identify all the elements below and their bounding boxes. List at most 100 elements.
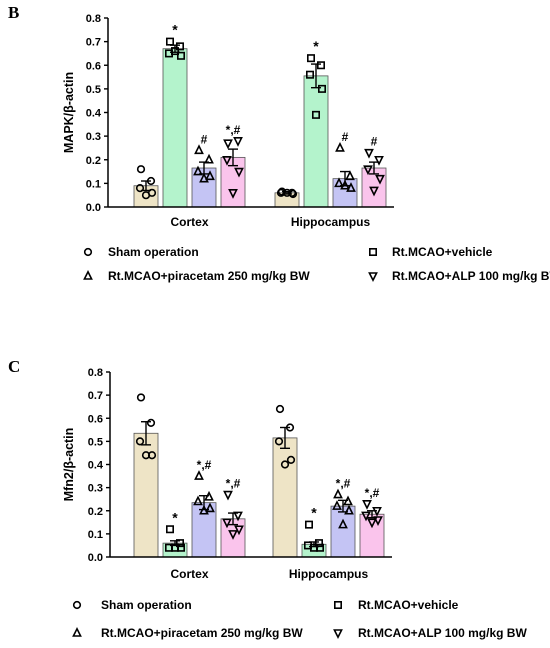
data-point-circle-marker [286,455,296,464]
data-point-triangle-up-marker [340,179,350,190]
data-point-square-marker [171,47,180,56]
data-point-triangle-up-marker [335,141,345,152]
data-point-triangle-up-marker [205,502,215,513]
data-point-square-marker [309,543,318,552]
data-point-square-marker [306,54,315,63]
data-point-triangle-down-marker [361,511,371,522]
legend-marker-circle [83,247,93,257]
data-point-triangle-up-marker [193,165,203,176]
y-tick-label: 0.1 [88,529,103,541]
data-point-triangle-down-marker [373,516,383,526]
y-tick-label: 0.2 [86,155,101,167]
legend-label: Rt.MCAO+piracetam 250 mg/kg BW [101,626,303,640]
data-point-triangle-down-marker [367,518,377,529]
y-tick-label: 0.7 [86,37,101,49]
chart-panel-C: C 0.0 0.1 0.2 0.3 0.4 0.5 0.6 0.7 0.8 Mfn2/β-actin… [8,357,527,640]
y-tick-label: 0.8 [88,367,103,379]
data-point-square-marker [317,84,326,93]
data-point-triangle-up-marker [199,504,209,515]
y-tick-label: 0.5 [88,436,103,448]
data-point-square-marker [304,520,313,529]
data-point-square-marker [305,70,314,79]
data-point-triangle-up-marker [204,490,214,501]
y-tick-label: 0.4 [86,108,102,120]
data-point-triangle-down-marker [362,500,372,510]
legend-label: Rt.MCAO+piracetam 250 mg/kg BW [108,269,310,283]
bar-triangle-up [330,505,356,558]
x-category-label: Hippocampus [291,215,371,229]
data-point-triangle-down-marker [222,518,232,529]
data-point-triangle-up-marker [346,182,356,192]
legend-marker-triangle-down [368,272,378,282]
data-point-circle-marker [146,176,156,186]
y-axis-label: MAPK/β-actin [62,72,76,153]
data-point-square-marker [176,42,185,51]
x-category-label: Hippocampus [289,567,369,581]
significance-mark: *,# [336,477,351,491]
data-point-triangle-up-marker [199,172,209,183]
legend-marker-triangle-up [83,270,93,280]
data-point-triangle-down-marker [364,148,374,159]
data-point-triangle-up-marker [194,470,204,480]
significance-mark: # [201,132,208,146]
data-point-square-marker [314,539,323,548]
legend: Sham operation Rt.MCAO+vehicle Rt.MCAO+pir… [83,245,550,283]
data-point-circle-marker [141,191,151,200]
data-point-triangle-up-marker [194,144,204,155]
bar-circle [272,437,298,558]
significance-mark: *,# [226,477,241,491]
y-tick-label: 0.5 [86,84,101,96]
y-tick-label: 0.3 [86,131,101,143]
y-tick-label: 0.6 [88,413,103,425]
data-point-circle-marker [135,184,145,193]
data-point-circle-marker [141,451,151,460]
data-point-triangle-down-marker [234,525,244,536]
data-point-triangle-up-marker [332,500,342,510]
significance-mark: * [172,22,178,38]
data-point-triangle-down-marker [363,165,373,176]
legend-marker-square [333,600,342,609]
legend-marker-triangle-down [333,629,343,639]
data-point-triangle-down-marker [228,530,238,540]
significance-mark: * [311,505,317,521]
data-point-triangle-down-marker [375,174,385,185]
data-point-triangle-down-marker [233,137,243,147]
panel-label: B [8,3,19,22]
data-point-triangle-up-marker [333,488,343,499]
y-tick-label: 0.8 [86,13,101,25]
data-point-square-marker [166,525,175,534]
y-tick-label: 0.4 [88,460,104,472]
data-point-triangle-down-marker [234,167,244,178]
legend-label: Rt.MCAO+vehicle [358,598,459,612]
significance-mark: *,# [365,486,380,500]
data-point-triangle-down-marker [223,139,233,150]
data-point-square-marker [171,543,180,552]
legend-label: Sham operation [108,245,199,259]
data-point-circle-marker [282,188,292,197]
legend-label: Rt.MCAO+ALP 100 mg/kg BW [358,626,527,640]
chart-panel-B: B 0.0 0.1 0.2 0.3 0.4 0.5 0.6 0.7 0.8 MAPK/β-actin… [8,3,550,283]
data-point-circle-marker [287,188,297,197]
y-tick-label: 0.0 [86,202,101,214]
data-point-triangle-up-marker [338,518,348,529]
legend: Sham operation Rt.MCAO+vehicle Rt.MCAO+pir… [72,598,527,640]
data-point-circle-marker [274,437,284,446]
data-point-square-marker [166,37,175,46]
data-point-circle-marker [135,437,145,446]
data-point-triangle-up-marker [343,495,353,506]
significance-mark: * [172,509,178,525]
data-point-circle-marker [275,404,285,414]
data-point-triangle-up-marker [193,495,203,506]
data-point-triangle-down-marker [233,511,243,522]
data-point-circle-marker [280,460,290,469]
data-point-triangle-down-marker [222,155,232,166]
data-point-triangle-down-marker [372,506,382,517]
legend-marker-square [368,248,377,257]
data-point-square-marker [311,110,320,119]
bar-square [162,48,188,208]
y-tick-label: 0.1 [86,178,101,190]
legend-marker-circle [72,600,82,610]
data-point-circle-marker [136,165,146,174]
bar-square [303,75,329,208]
data-point-triangle-down-marker [228,189,238,199]
